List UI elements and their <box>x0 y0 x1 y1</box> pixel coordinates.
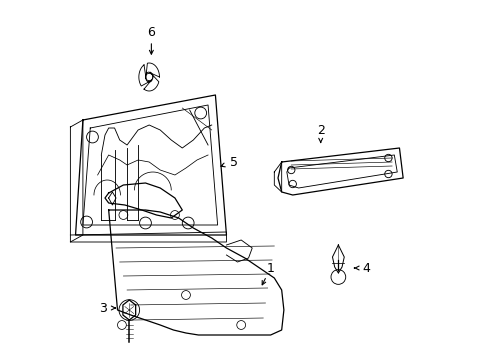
Text: 1: 1 <box>266 261 274 275</box>
Text: 6: 6 <box>147 26 155 39</box>
Text: 2: 2 <box>316 123 324 136</box>
Text: 4: 4 <box>362 261 369 275</box>
Text: 3: 3 <box>99 301 106 315</box>
Text: 5: 5 <box>229 156 237 168</box>
